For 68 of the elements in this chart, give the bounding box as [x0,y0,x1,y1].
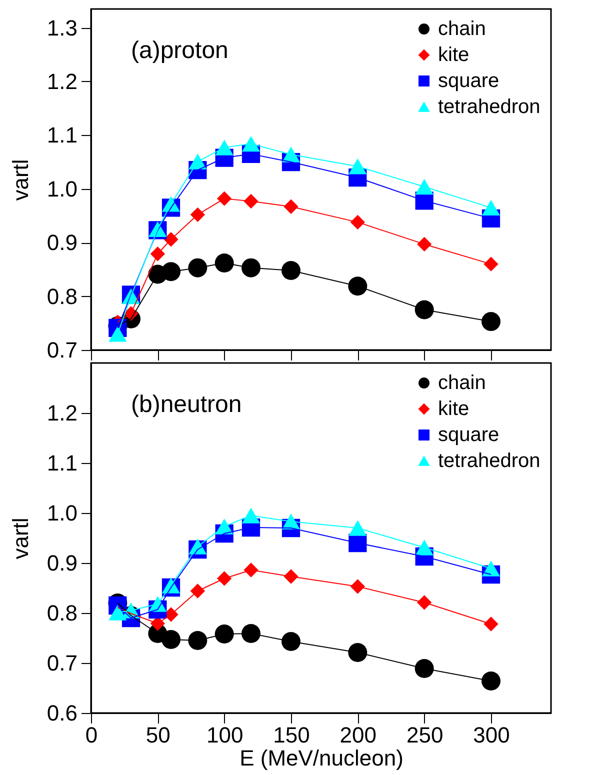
legend-label: chain [438,18,486,40]
legend-label: tetrahedron [438,96,540,118]
point [244,194,258,209]
point [414,300,434,320]
point [482,312,500,332]
point [215,140,234,156]
y-tick-label: 1.3 [46,15,78,40]
y-tick-label: 0.7 [46,650,78,676]
legend-label: kite [438,44,470,66]
point [188,258,208,278]
point [214,624,234,644]
point [414,659,434,678]
y-tick-label: 0.6 [46,700,78,726]
point [348,643,368,662]
point [108,326,127,342]
legend-label: square [438,70,500,92]
y-tick-label: 1.2 [46,400,78,426]
point [242,136,260,152]
x-tick-label: 0 [85,722,98,748]
point [242,508,260,524]
point [484,256,498,272]
point [162,262,180,282]
y-axis-title: vartl [8,159,33,201]
y-tick-label: 1.1 [46,450,78,476]
point [150,246,165,262]
legend-label: tetrahedron [438,450,540,472]
x-tick-label: 300 [473,722,510,748]
point [217,191,232,206]
x-tick-label: 100 [206,722,244,748]
point [348,520,367,536]
point [348,158,367,174]
point [348,276,368,296]
point [415,178,434,195]
x-tick-label: 250 [406,722,444,748]
point [188,631,208,650]
point [482,672,500,690]
point [482,200,500,216]
point [282,632,300,651]
text: (a)proton [131,37,228,64]
y-tick-label: 0.9 [46,550,78,576]
point [162,630,180,649]
y-tick-label: 0.8 [46,284,78,309]
point [217,571,232,586]
legend-label: square [438,424,500,446]
legend-label: kite [438,398,470,420]
point [482,560,500,576]
point [484,616,498,632]
x-tick-label: 200 [340,722,377,748]
y-tick-label: 1.1 [46,122,78,148]
point [415,540,434,556]
point [417,595,432,610]
y-tick-label: 0.9 [46,230,78,256]
x-axis-title: E (MeV/nucleon) [240,746,404,770]
legend-label: chain [438,372,486,394]
y-tick-label: 1.0 [46,500,78,526]
x-tick-label: 150 [273,722,310,748]
point [108,604,127,620]
x-tick-label: 50 [146,722,170,748]
point [282,261,300,280]
y-tick-label: 0.8 [46,600,78,626]
text: (b)neutron [131,391,242,418]
y-tick-label: 1.0 [46,176,78,202]
point [214,254,234,272]
y-axis-title: vartl [8,518,33,560]
point [242,258,260,278]
point [242,624,260,643]
y-tick-label: 0.7 [46,338,78,362]
y-tick-label: 1.2 [46,68,78,94]
